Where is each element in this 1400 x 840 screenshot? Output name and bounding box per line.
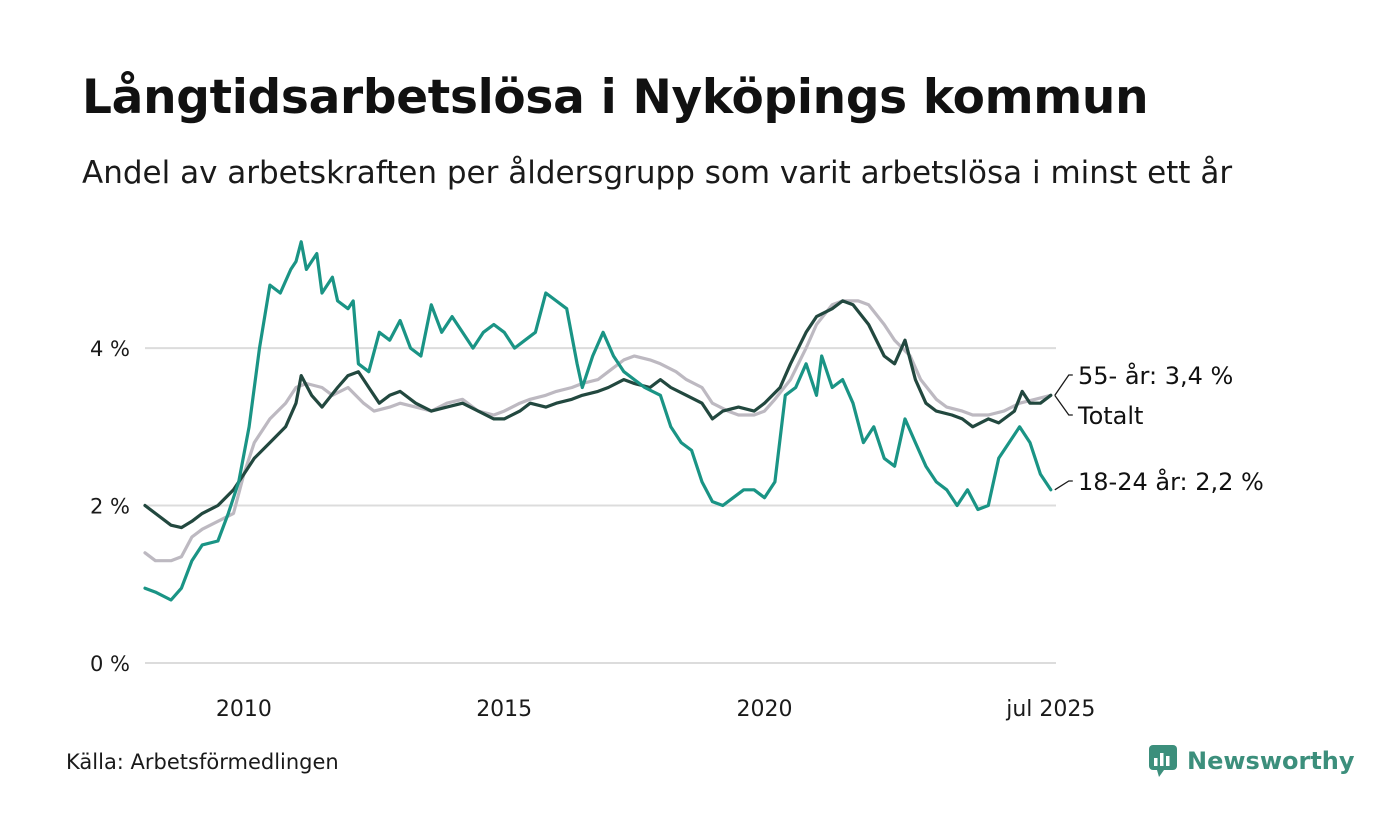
label-leader — [1054, 374, 1073, 396]
label-leader — [1054, 394, 1073, 416]
series-lines — [143, 240, 1053, 602]
x-tick-label: 2010 — [216, 697, 272, 722]
chart-subtitle: Andel av arbetskraften per åldersgrupp s… — [82, 155, 1233, 191]
y-tick-label: 0 % — [90, 652, 130, 676]
gridlines — [145, 347, 1056, 664]
end-labels: 55- år: 3,4 % Totalt 18-24 år: 2,2 % — [1054, 361, 1264, 496]
series-end-label: Totalt — [1077, 402, 1143, 430]
x-axis-tick-labels: 2010 2015 2020 jul 2025 — [216, 697, 1095, 722]
brand-logo[interactable]: Newsworthy — [1148, 744, 1355, 778]
y-axis-tick-labels: 0 % 2 % 4 % — [90, 337, 130, 676]
newsworthy-logo-icon — [1149, 745, 1177, 777]
series-line — [143, 299, 1053, 563]
y-tick-label: 2 % — [90, 495, 130, 519]
chart-title: Långtidsarbetslösa i Nyköpings kommun — [82, 70, 1149, 125]
series-end-label: 18-24 år: 2,2 % — [1078, 467, 1264, 496]
label-leader — [1054, 480, 1073, 491]
source-credit: Källa: Arbetsförmedlingen — [66, 750, 339, 774]
y-tick-label: 4 % — [90, 337, 130, 361]
line-chart: 0 % 2 % 4 % 2010 2015 2020 jul 2025 55- år: 3… — [90, 240, 1264, 722]
series-end-label: 55- år: 3,4 % — [1078, 361, 1233, 390]
brand-name: Newsworthy — [1187, 747, 1355, 775]
series-line — [143, 299, 1053, 530]
series-line — [143, 240, 1053, 602]
x-tick-label: jul 2025 — [1005, 697, 1095, 722]
x-tick-label: 2015 — [476, 697, 532, 722]
x-tick-label: 2020 — [736, 697, 792, 722]
